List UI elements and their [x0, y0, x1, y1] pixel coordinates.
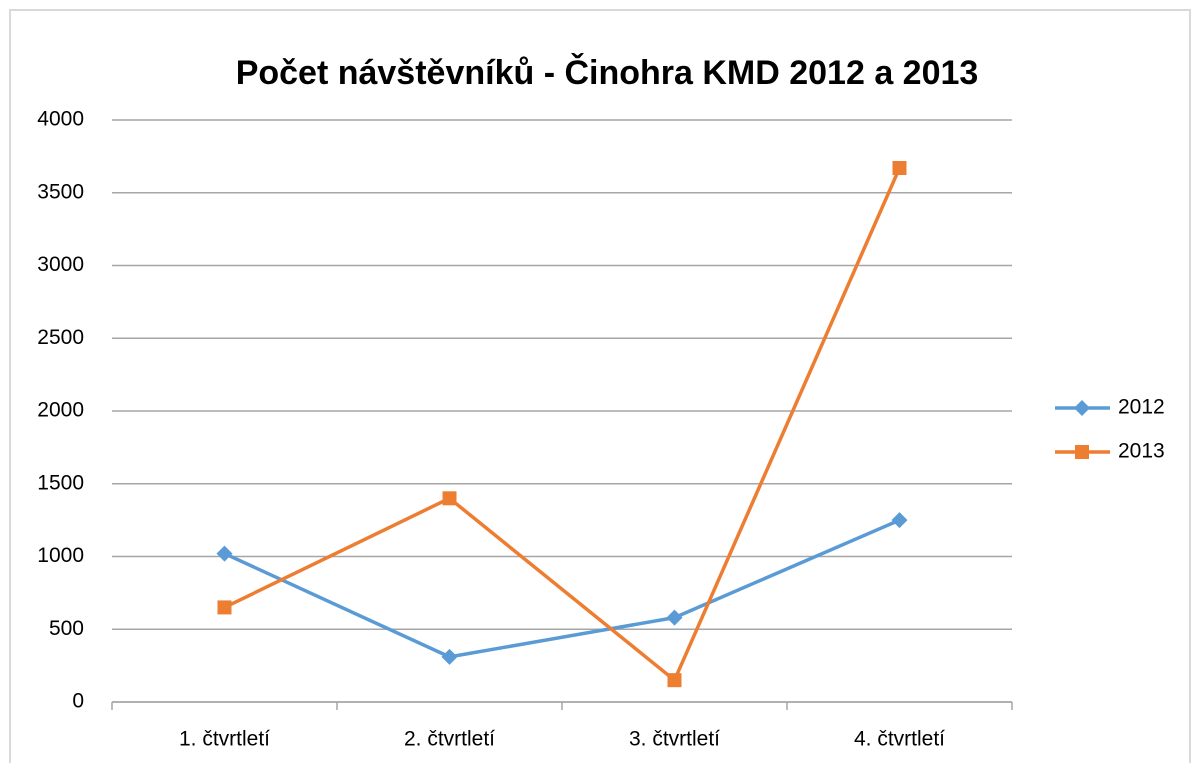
y-tick-label: 1000: [37, 544, 84, 567]
y-tick-label: 0: [72, 690, 84, 713]
x-tick-label: 4. čtvrtletí: [854, 728, 945, 751]
legend-label: 2012: [1118, 396, 1165, 419]
y-tick-label: 2000: [37, 399, 84, 422]
series-line: [223, 167, 902, 682]
marker: [217, 600, 232, 615]
x-tick-label: 3. čtvrtletí: [629, 728, 720, 751]
x-tick-label: 2. čtvrtletí: [404, 728, 495, 751]
legend-marker: [1075, 445, 1089, 459]
chart-frame: [9, 9, 1191, 763]
y-tick-label: 3000: [37, 253, 84, 276]
legend-marker: [1074, 400, 1090, 416]
y-tick-label: 500: [49, 617, 84, 640]
marker: [666, 609, 683, 626]
legend-label: 2013: [1118, 440, 1165, 463]
y-tick-label: 2500: [37, 326, 84, 349]
marker: [892, 161, 907, 176]
y-tick-label: 4000: [37, 108, 84, 131]
marker: [216, 545, 233, 562]
marker: [667, 673, 682, 688]
marker: [441, 648, 458, 665]
chart-title: Počet návštěvníků - Činohra KMD 2012 a 2…: [236, 53, 979, 92]
y-tick-label: 1500: [37, 471, 84, 494]
y-tick-label: 3500: [37, 180, 84, 203]
series-line: [223, 518, 901, 659]
x-tick-label: 1. čtvrtletí: [179, 728, 270, 751]
marker: [442, 491, 457, 506]
marker: [891, 512, 908, 529]
